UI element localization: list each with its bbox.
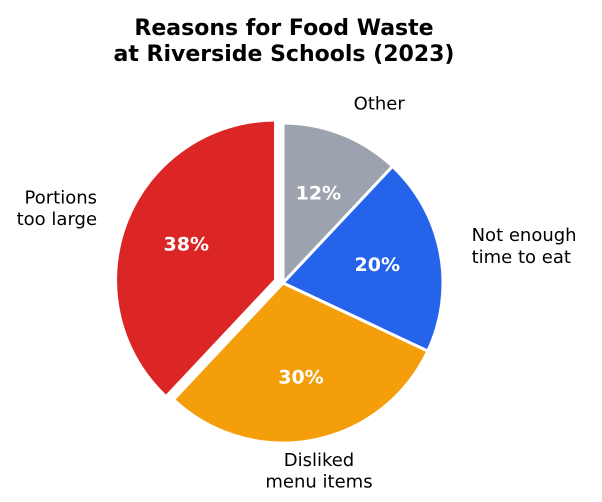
category-label: Portions too large [17,188,97,231]
pie-slice [114,118,278,399]
category-label: Disliked menu items [265,450,372,493]
value-label: 38% [164,233,209,255]
value-label: 12% [296,182,341,204]
value-label: 30% [278,366,323,388]
chart-title: Reasons for Food Waste at Riverside Schoo… [114,16,455,67]
value-label: 20% [355,254,400,276]
pie-slice [171,281,430,445]
category-label: Not enough time to eat [472,225,577,268]
pie-slice [280,164,445,354]
category-label: Other [354,93,406,114]
pie-slice [281,121,395,287]
